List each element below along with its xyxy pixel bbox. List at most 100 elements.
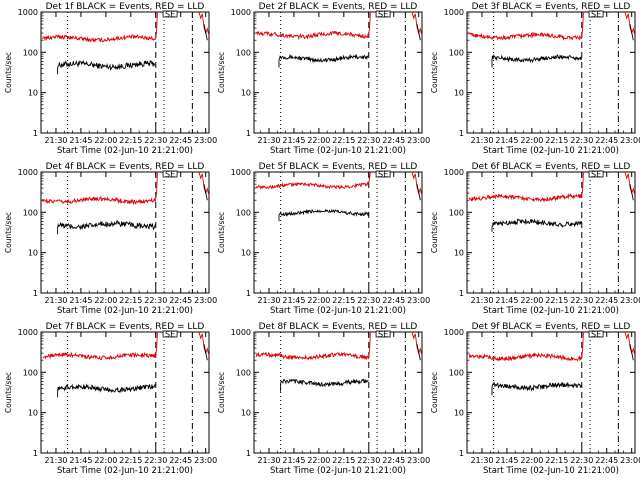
se-marker-box [162, 10, 178, 18]
se-marker-label: SE [591, 170, 601, 179]
lld-series-line [255, 171, 371, 191]
y-tick-label: 100 [236, 48, 251, 57]
events-series-tail [416, 184, 421, 201]
x-tick-label: 21:45 [69, 456, 92, 465]
panel-chart: Det 3f BLACK = Events, RED = LLD 1 10 100 10… [430, 2, 640, 156]
y-tick-label: 100 [449, 208, 464, 217]
x-tick-label: 22:15 [545, 136, 568, 145]
x-tick-label: 22:15 [332, 296, 355, 305]
panel-chart: Det 9f BLACK = Events, RED = LLD 1 10 100 10… [430, 322, 640, 476]
y-axis-label: Counts/sec [430, 52, 439, 93]
lld-series-tail [411, 171, 423, 196]
se-marker-box [375, 330, 391, 338]
x-axis-label: Start Time (02-Jun-10 21:21:00) [483, 306, 619, 316]
events-series-tail [629, 344, 634, 361]
x-tick-label: 21:45 [495, 136, 518, 145]
se-marker-label: SE [378, 10, 388, 19]
lld-series-line [255, 332, 371, 361]
se-marker-box [588, 10, 604, 18]
panel-title: Det 8f BLACK = Events, RED = LLD [259, 322, 418, 332]
events-series-line [278, 208, 370, 222]
x-axis-label: Start Time (02-Jun-10 21:21:00) [270, 466, 406, 476]
y-tick-label: 10 [28, 409, 38, 418]
panel-chart: Det 6f BLACK = Events, RED = LLD 1 10 100 10… [430, 162, 640, 316]
x-tick-label: 22:45 [169, 456, 192, 465]
events-series-tail [203, 24, 208, 41]
x-tick-label: 23:00 [194, 136, 217, 145]
events-series-line [57, 59, 156, 75]
x-tick-label: 22:15 [119, 296, 142, 305]
se-marker-label: SE [378, 330, 388, 339]
panel-chart: Det 5f BLACK = Events, RED = LLD 1 10 100 10… [217, 162, 430, 316]
se-marker-label: SE [165, 170, 175, 179]
x-tick-label: 22:45 [382, 136, 405, 145]
plot-frame [253, 171, 423, 294]
se-marker-label: SE [165, 10, 175, 19]
x-tick-label: 23:00 [620, 136, 640, 145]
x-axis-label: Start Time (02-Jun-10 21:21:00) [57, 466, 193, 476]
x-tick-label: 22:30 [570, 456, 593, 465]
x-tick-label: 22:15 [545, 296, 568, 305]
panel-title: Det 3f BLACK = Events, RED = LLD [472, 2, 631, 12]
x-tick-label: 22:30 [570, 296, 593, 305]
se-marker-label: SE [165, 330, 175, 339]
panel-title: Det 1f BLACK = Events, RED = LLD [46, 2, 205, 12]
se-marker-box [375, 170, 391, 178]
x-tick-label: 22:15 [545, 456, 568, 465]
x-tick-label: 22:30 [144, 136, 167, 145]
se-marker-label: SE [591, 10, 601, 19]
lld-series-line [42, 12, 158, 43]
events-series-line [278, 53, 369, 68]
x-tick-label: 21:45 [282, 456, 305, 465]
detector-panel: Det 3f BLACK = Events, RED = LLD 1 10 100 10… [426, 0, 640, 160]
x-tick-label: 21:30 [470, 136, 493, 145]
lld-series-tail [411, 331, 423, 356]
se-marker-box [162, 330, 178, 338]
lld-series-line [42, 172, 158, 206]
x-tick-label: 22:15 [119, 136, 142, 145]
x-tick-label: 23:00 [407, 296, 430, 305]
x-tick-label: 21:30 [257, 296, 280, 305]
y-tick-label: 1 [33, 289, 38, 298]
y-tick-label: 1 [33, 449, 38, 458]
se-marker-label: SE [378, 170, 388, 179]
lld-series-line [468, 12, 584, 41]
y-tick-label: 1 [246, 129, 251, 138]
events-series-line [280, 378, 369, 392]
detector-panel: Det 4f BLACK = Events, RED = LLD 1 10 100 10… [0, 160, 217, 320]
y-tick-label: 100 [236, 368, 251, 377]
events-series-line [491, 218, 583, 232]
x-tick-label: 21:30 [470, 296, 493, 305]
x-tick-label: 22:45 [169, 296, 192, 305]
x-tick-label: 23:00 [194, 456, 217, 465]
x-tick-label: 22:15 [119, 456, 142, 465]
y-tick-label: 1 [246, 449, 251, 458]
se-marker-box [162, 170, 178, 178]
detector-panel: Det 5f BLACK = Events, RED = LLD 1 10 100 10… [213, 160, 430, 320]
detector-panel: Det 6f BLACK = Events, RED = LLD 1 10 100 10… [426, 160, 640, 320]
x-tick-label: 23:00 [620, 456, 640, 465]
x-tick-label: 22:15 [332, 136, 355, 145]
x-tick-label: 22:30 [144, 296, 167, 305]
events-series-line [57, 220, 156, 235]
lld-series-line [468, 332, 584, 362]
y-axis-label: Counts/sec [4, 52, 13, 93]
y-tick-label: 1000 [444, 168, 464, 177]
plot-frame [40, 331, 210, 454]
panel-chart: Det 2f BLACK = Events, RED = LLD 1 10 100 10… [217, 2, 430, 156]
panel-title: Det 4f BLACK = Events, RED = LLD [46, 162, 205, 172]
se-marker-label: SE [591, 330, 601, 339]
y-tick-label: 10 [28, 249, 38, 258]
y-tick-label: 1000 [231, 168, 251, 177]
x-axis-label: Start Time (02-Jun-10 21:21:00) [57, 306, 193, 316]
y-tick-label: 1000 [444, 8, 464, 17]
se-marker-box [588, 170, 604, 178]
detector-panel: Det 2f BLACK = Events, RED = LLD 1 10 100 10… [213, 0, 430, 160]
y-tick-label: 10 [241, 89, 251, 98]
y-tick-label: 100 [236, 208, 251, 217]
panel-chart: Det 1f BLACK = Events, RED = LLD 1 10 100 10… [4, 2, 217, 156]
y-tick-label: 10 [454, 249, 464, 258]
lld-series-tail [198, 331, 210, 356]
x-tick-label: 21:30 [257, 456, 280, 465]
